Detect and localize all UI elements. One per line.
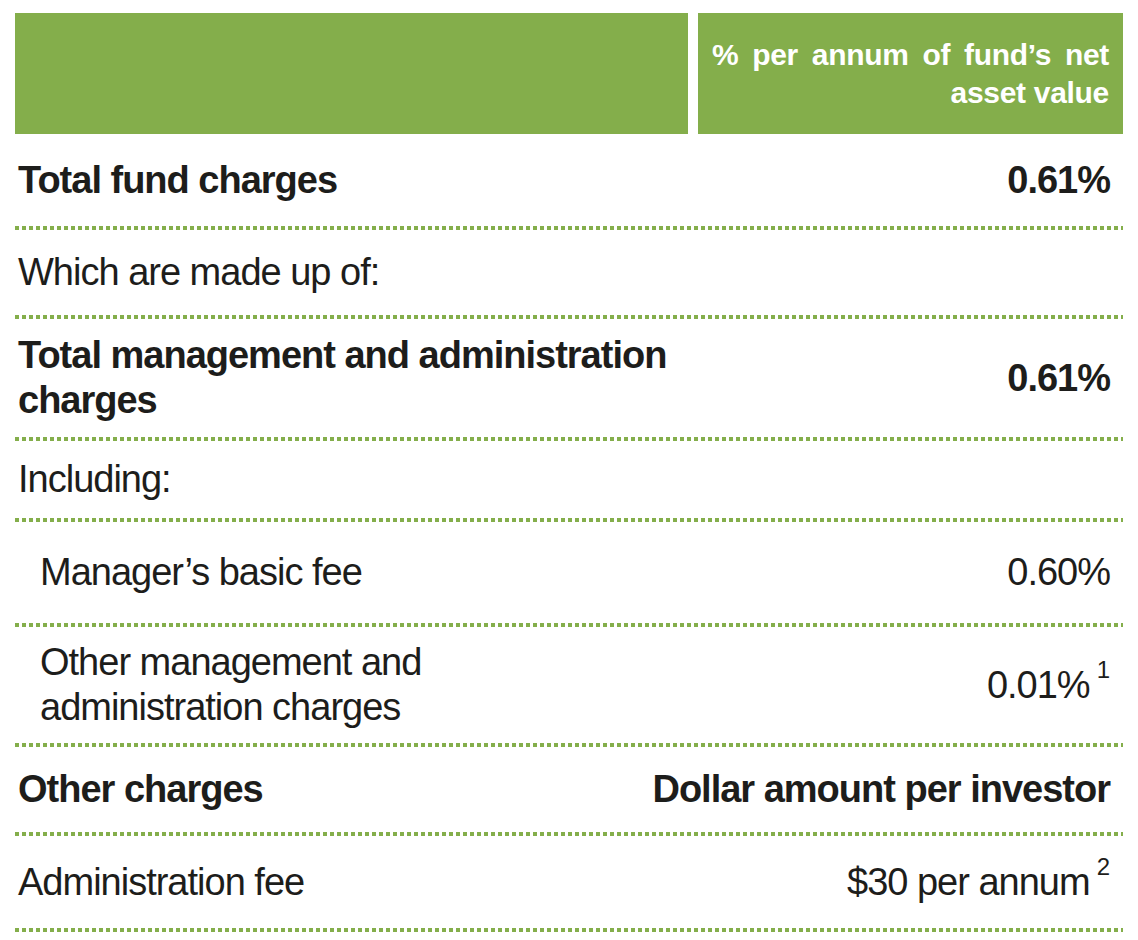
- row-administration-fee: Administration fee $30 per annum2: [15, 836, 1123, 928]
- footnote-marker-1: 1: [1097, 656, 1110, 683]
- row-including: Including:: [15, 441, 1123, 518]
- row-label: Which are made up of:: [18, 250, 379, 295]
- row-value-text: $30 per annum: [847, 861, 1090, 903]
- row-value: 0.60%: [1007, 551, 1110, 594]
- row-value: Dollar amount per investor: [652, 768, 1110, 811]
- row-value: $30 per annum2: [847, 861, 1110, 904]
- row-total-fund-charges: Total fund charges 0.61%: [15, 134, 1123, 226]
- row-label: Other management and administration char…: [40, 640, 510, 730]
- header-spacer-cell: [15, 13, 688, 134]
- header-percent-column-label: % per annum of fund’s net asset value: [712, 36, 1109, 112]
- row-value: 0.61%: [1007, 357, 1110, 400]
- table-header-row: % per annum of fund’s net asset value: [15, 13, 1123, 134]
- row-label: Total fund charges: [18, 158, 337, 203]
- row-label: Manager’s basic fee: [40, 550, 362, 595]
- row-label: Other charges: [18, 767, 263, 812]
- row-other-charges-header: Other charges Dollar amount per investor: [15, 747, 1123, 832]
- row-other-management-admin-charges: Other management and administration char…: [15, 627, 1123, 743]
- row-managers-basic-fee: Manager’s basic fee 0.60%: [15, 522, 1123, 623]
- row-value: 0.01%1: [987, 664, 1110, 707]
- footnote-marker-2: 2: [1097, 853, 1110, 880]
- row-which-are-made-up-of: Which are made up of:: [15, 230, 1123, 315]
- row-label: Including:: [18, 457, 171, 502]
- row-label: Administration fee: [18, 860, 304, 905]
- page: % per annum of fund’s net asset value To…: [0, 0, 1138, 940]
- row-total-management-admin-charges: Total management and administration char…: [15, 319, 1123, 437]
- separator: [15, 928, 1123, 932]
- row-value: 0.61%: [1007, 159, 1110, 202]
- row-label: Total management and administration char…: [18, 333, 698, 423]
- header-percent-column-cell: % per annum of fund’s net asset value: [698, 13, 1123, 134]
- row-value-text: 0.01%: [987, 664, 1090, 706]
- fees-table: % per annum of fund’s net asset value To…: [15, 13, 1123, 932]
